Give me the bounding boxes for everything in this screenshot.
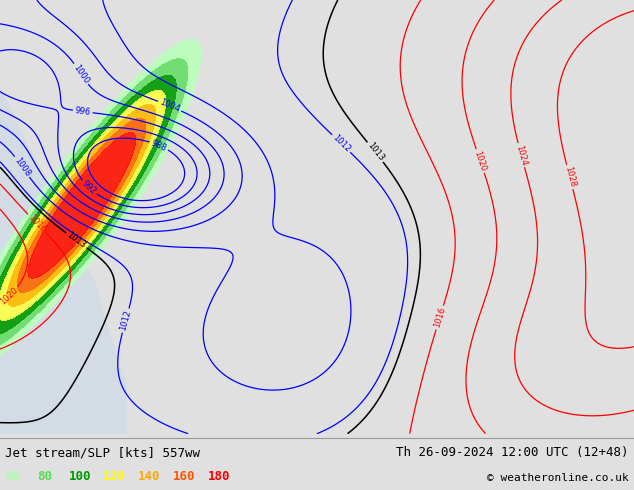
Text: © weatheronline.co.uk: © weatheronline.co.uk (487, 473, 629, 483)
Text: 1020: 1020 (473, 149, 488, 172)
Text: 1012: 1012 (330, 133, 352, 154)
Text: 1016: 1016 (432, 306, 447, 329)
Text: 80: 80 (37, 470, 52, 483)
Text: 1008: 1008 (12, 156, 32, 178)
Text: 180: 180 (208, 470, 230, 483)
Text: 1013: 1013 (365, 141, 385, 163)
Text: 1004: 1004 (158, 98, 181, 114)
Text: 1013: 1013 (65, 231, 87, 250)
Text: 988: 988 (150, 138, 168, 153)
Text: 100: 100 (68, 470, 91, 483)
Polygon shape (0, 87, 127, 434)
Text: Th 26-09-2024 12:00 UTC (12+48): Th 26-09-2024 12:00 UTC (12+48) (396, 446, 629, 459)
Text: Jet stream/SLP [kts] 557ww: Jet stream/SLP [kts] 557ww (5, 446, 200, 459)
Text: 992: 992 (81, 179, 98, 196)
Text: 60: 60 (5, 470, 20, 483)
Text: 1016: 1016 (26, 213, 48, 234)
Text: 1000: 1000 (72, 63, 91, 85)
Text: 120: 120 (103, 470, 126, 483)
Text: 996: 996 (74, 106, 91, 117)
Text: 140: 140 (138, 470, 160, 483)
Text: 1024: 1024 (514, 144, 528, 167)
Text: 1028: 1028 (563, 166, 577, 188)
Text: 1012: 1012 (119, 309, 133, 332)
Text: 160: 160 (173, 470, 195, 483)
Text: 1020: 1020 (0, 285, 20, 306)
